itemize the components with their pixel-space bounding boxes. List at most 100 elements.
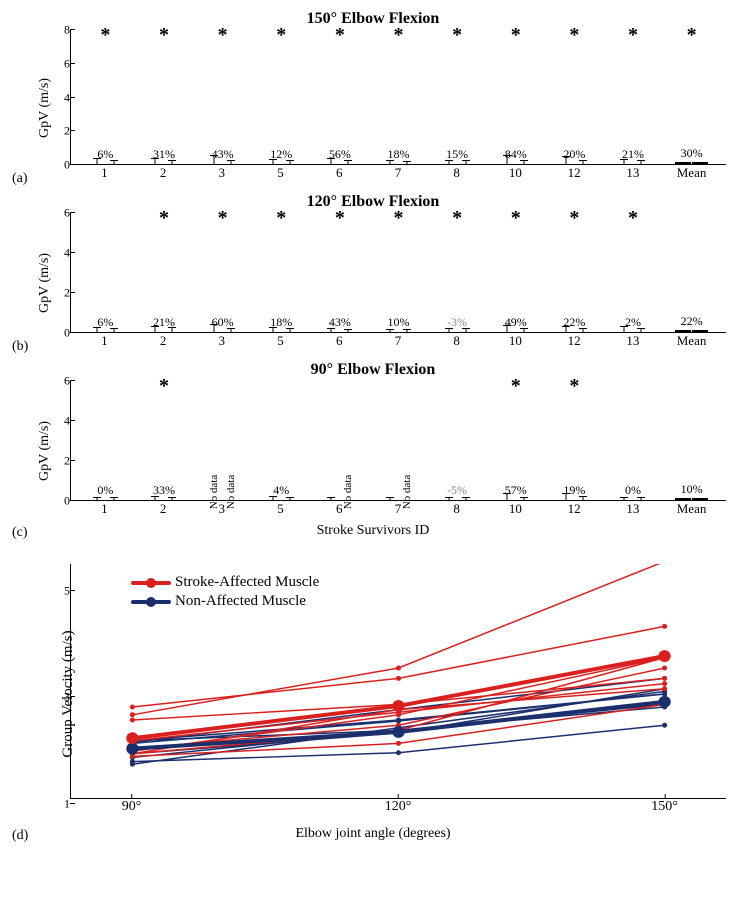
panel-d-letter: (d)	[12, 828, 28, 844]
bar-blue	[692, 498, 708, 500]
significance-star: *	[628, 24, 638, 47]
bar-group: 10%	[671, 498, 713, 500]
bar-red	[675, 330, 691, 332]
panel-a-yaxis: GpV (m/s) 02468	[20, 30, 70, 185]
panel-b-chart: GpV (m/s) 0246 6%21%*60%*18%*43%*10%*-3%…	[20, 213, 726, 353]
panel-c-plot: 0%33%*No dataNo data4%No dataNo data-5%5…	[70, 381, 726, 501]
pct-label: 31%	[153, 147, 175, 162]
pct-label: 10%	[681, 482, 703, 497]
marker	[392, 726, 404, 738]
x-tick: 5	[260, 333, 302, 353]
x-tick: 2	[142, 333, 184, 353]
panel-a-title: 150° Elbow Flexion	[20, 10, 726, 28]
pct-label: -3%	[447, 315, 467, 330]
marker	[396, 666, 401, 671]
marker	[662, 723, 667, 728]
pct-label: 43%	[329, 315, 351, 330]
pct-label: 6%	[97, 147, 113, 162]
marker	[392, 700, 404, 712]
pct-label: 57%	[505, 483, 527, 498]
panel-c: 90° Elbow Flexion GpV (m/s) 0246 0%33%*N…	[20, 361, 726, 539]
x-tick: 13	[612, 165, 654, 185]
significance-star: *	[100, 24, 110, 47]
marker	[130, 705, 135, 710]
significance-star: *	[511, 207, 521, 230]
pct-label: 56%	[329, 147, 351, 162]
x-tick: 8	[436, 165, 478, 185]
x-tick: 10	[494, 333, 536, 353]
x-tick: 6	[318, 333, 360, 353]
marker	[130, 712, 135, 717]
bar-red	[675, 498, 691, 500]
significance-star: *	[452, 207, 462, 230]
pct-label: 2%	[625, 315, 641, 330]
significance-star: *	[276, 24, 286, 47]
panel-d-plot: Stroke-Affected Muscle Non-Affected Muscl…	[70, 564, 726, 799]
panel-a-letter: (a)	[12, 171, 28, 187]
marker	[126, 743, 138, 755]
significance-star: *	[628, 207, 638, 230]
x-tick: 3	[201, 333, 243, 353]
significance-star: *	[511, 24, 521, 47]
x-tick: 5	[260, 165, 302, 185]
x-tick: 1	[83, 165, 125, 185]
marker	[396, 676, 401, 681]
x-tick: 150°	[651, 799, 678, 815]
x-tick: 7	[377, 333, 419, 353]
marker	[396, 712, 401, 717]
marker	[662, 624, 667, 629]
legend-label: Stroke-Affected Muscle	[175, 574, 319, 591]
x-tick: 12	[553, 333, 595, 353]
panel-d-chart: Group Velocity (m/s) 135 Stroke-Affected…	[20, 564, 726, 824]
panel-d-xlabel: Elbow joint angle (degrees)	[20, 826, 726, 842]
marker	[662, 676, 667, 681]
significance-star: *	[218, 207, 228, 230]
panel-a-plot: 6%*31%*43%*12%*56%*18%*15%*84%*20%*21%*3…	[70, 30, 726, 165]
marker	[130, 718, 135, 723]
legend-label: Non-Affected Muscle	[175, 593, 306, 610]
significance-star: *	[335, 207, 345, 230]
bar-blue	[692, 330, 708, 332]
marker	[662, 666, 667, 671]
significance-star: *	[335, 24, 345, 47]
x-tick: 7	[377, 501, 419, 521]
x-tick: 3	[201, 165, 243, 185]
x-tick: 10	[494, 501, 536, 521]
x-tick: 13	[612, 333, 654, 353]
x-tick: 8	[436, 501, 478, 521]
x-tick: 10	[494, 165, 536, 185]
marker	[658, 650, 670, 662]
pct-label: 22%	[563, 315, 585, 330]
significance-star: *	[687, 24, 697, 47]
x-tick: 13	[612, 501, 654, 521]
pct-label: 49%	[505, 315, 527, 330]
bar-group: 30%*	[671, 162, 713, 164]
significance-star: *	[218, 24, 228, 47]
panel-a: 150° Elbow Flexion GpV (m/s) 02468 6%*31…	[20, 10, 726, 185]
x-tick: 120°	[385, 799, 412, 815]
legend: Stroke-Affected Muscle Non-Affected Muscl…	[131, 574, 319, 612]
marker	[130, 759, 135, 764]
pct-label: 19%	[563, 483, 585, 498]
marker	[396, 750, 401, 755]
figure-container: 150° Elbow Flexion GpV (m/s) 02468 6%*31…	[0, 0, 746, 860]
significance-star: *	[393, 207, 403, 230]
pct-label: 60%	[212, 315, 234, 330]
x-tick: 3	[201, 501, 243, 521]
pct-label: 18%	[387, 147, 409, 162]
x-tick: 2	[142, 501, 184, 521]
pct-label: 22%	[681, 314, 703, 329]
significance-star: *	[569, 207, 579, 230]
significance-star: *	[393, 24, 403, 47]
pct-label: 20%	[563, 147, 585, 162]
pct-label: 12%	[270, 147, 292, 162]
marker	[396, 741, 401, 746]
panel-d-yaxis: Group Velocity (m/s) 135	[20, 564, 70, 824]
significance-star: *	[452, 24, 462, 47]
marker	[126, 732, 138, 744]
pct-label: 15%	[446, 147, 468, 162]
x-tick: Mean	[671, 501, 713, 521]
panel-b-yaxis: GpV (m/s) 0246	[20, 213, 70, 353]
legend-item: Non-Affected Muscle	[131, 593, 319, 610]
bar-group: 22%	[671, 330, 713, 332]
